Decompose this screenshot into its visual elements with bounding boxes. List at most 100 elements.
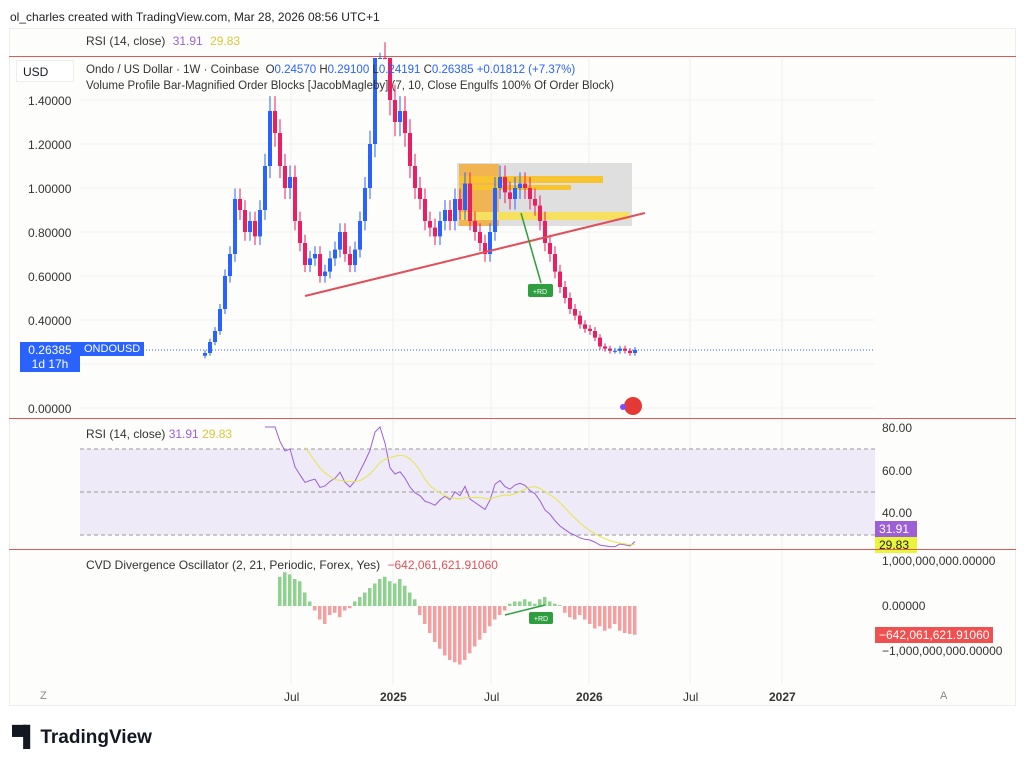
cvd-bar [483, 606, 487, 633]
cvd-bar [393, 583, 397, 606]
cvd-bar [313, 606, 317, 611]
high-label: H [319, 64, 328, 76]
cvd-bar [453, 606, 457, 663]
cvd-bar [533, 603, 537, 606]
candle [628, 350, 632, 353]
rsi-legend: RSI (14, close) 31.91 29.83 [86, 427, 232, 441]
cvd-bar [308, 601, 312, 606]
candle [488, 232, 492, 254]
candle [228, 254, 232, 276]
candle [268, 111, 272, 166]
candle [503, 177, 507, 193]
candle [578, 315, 582, 325]
rsi-tick: 60.00 [882, 464, 913, 478]
rsi-value: 31.91 [168, 427, 199, 441]
candle [468, 183, 472, 221]
time-tick: Jul [484, 690, 500, 704]
cvd-bar [298, 581, 302, 606]
candle [213, 331, 217, 342]
candle [513, 188, 517, 199]
cvd-bar [478, 606, 482, 640]
cvd-bar [433, 606, 437, 642]
candle [443, 210, 447, 221]
candle [298, 221, 302, 243]
cvd-bar [408, 592, 412, 606]
candle [438, 221, 442, 237]
candle [483, 243, 487, 254]
cvd-bar [553, 603, 557, 606]
candle [588, 328, 592, 331]
candle [358, 221, 362, 250]
price-tick: 1.40000 [28, 94, 72, 108]
candle [363, 188, 367, 221]
low-label: L [372, 64, 379, 76]
price-tick: 0.80000 [28, 226, 72, 240]
time-tick: 2027 [769, 690, 796, 704]
candle [283, 166, 287, 188]
close-label: C [423, 64, 432, 76]
cvd-bar [493, 606, 497, 620]
currency-button[interactable]: USD [16, 60, 74, 82]
rsi-ma-line [304, 447, 636, 546]
candle [243, 210, 247, 232]
close-value: 0.26385 [431, 64, 474, 76]
candle [478, 232, 482, 243]
cvd-bar [318, 606, 322, 620]
open-value: 0.24570 [274, 64, 317, 76]
cvd-bar [383, 576, 387, 606]
candle [288, 177, 292, 188]
candle [348, 254, 352, 265]
cvd-bar [558, 605, 562, 606]
pane-separator [9, 56, 1016, 57]
zoom-reset-button[interactable]: Z [40, 690, 47, 702]
cvd-bar [618, 606, 622, 631]
candle [608, 348, 612, 351]
candle [333, 249, 337, 259]
candle [528, 188, 532, 199]
brand-name: TradingView [40, 726, 152, 748]
cvd-value-tag: −642,061,621.91060 [875, 627, 994, 643]
cvd-bar [628, 606, 632, 634]
rsi-band-fill [80, 449, 875, 535]
cvd-bar [378, 579, 382, 606]
cvd-bar [463, 606, 467, 660]
event-marker-icon [620, 404, 626, 410]
rsi-ma-tag: 29.83 [875, 537, 917, 553]
auto-scale-button[interactable]: A [940, 690, 948, 702]
rsi-tick: 40.00 [882, 506, 913, 520]
cvd-bar [528, 601, 532, 606]
cvd-bar [323, 606, 327, 624]
candle [343, 232, 347, 254]
symbol-legend: Ondo / US Dollar · 1W · Coinbase O0.2457… [86, 64, 575, 76]
candle [323, 271, 327, 276]
candle [418, 188, 422, 199]
cvd-bar [458, 606, 462, 665]
cvd-bar [363, 592, 367, 606]
cvd-bar [548, 601, 552, 606]
candle [603, 346, 607, 349]
time-tick: 2026 [576, 690, 603, 704]
candle [548, 243, 552, 254]
cvd-bar [538, 599, 542, 606]
cvd-bar [503, 606, 507, 611]
candle [398, 111, 402, 122]
candle [338, 232, 342, 250]
candle [623, 348, 627, 351]
candle [273, 111, 277, 133]
candle [223, 276, 227, 309]
change-value: +0.01812 (+7.37%) [476, 64, 576, 76]
candle [263, 166, 267, 210]
cvd-divergence-line [504, 604, 546, 616]
cvd-bar [288, 574, 292, 606]
cvd-bar [328, 606, 332, 615]
candle [218, 309, 222, 331]
cvd-bar [473, 606, 477, 647]
pane-separator [9, 418, 1016, 419]
cvd-bar [353, 601, 357, 606]
top-rsi-legend: RSI (14, close) 31.91 29.83 [86, 34, 240, 48]
candle [373, 58, 377, 144]
cvd-bar [388, 581, 392, 606]
candle [518, 183, 522, 188]
candle [543, 221, 547, 243]
